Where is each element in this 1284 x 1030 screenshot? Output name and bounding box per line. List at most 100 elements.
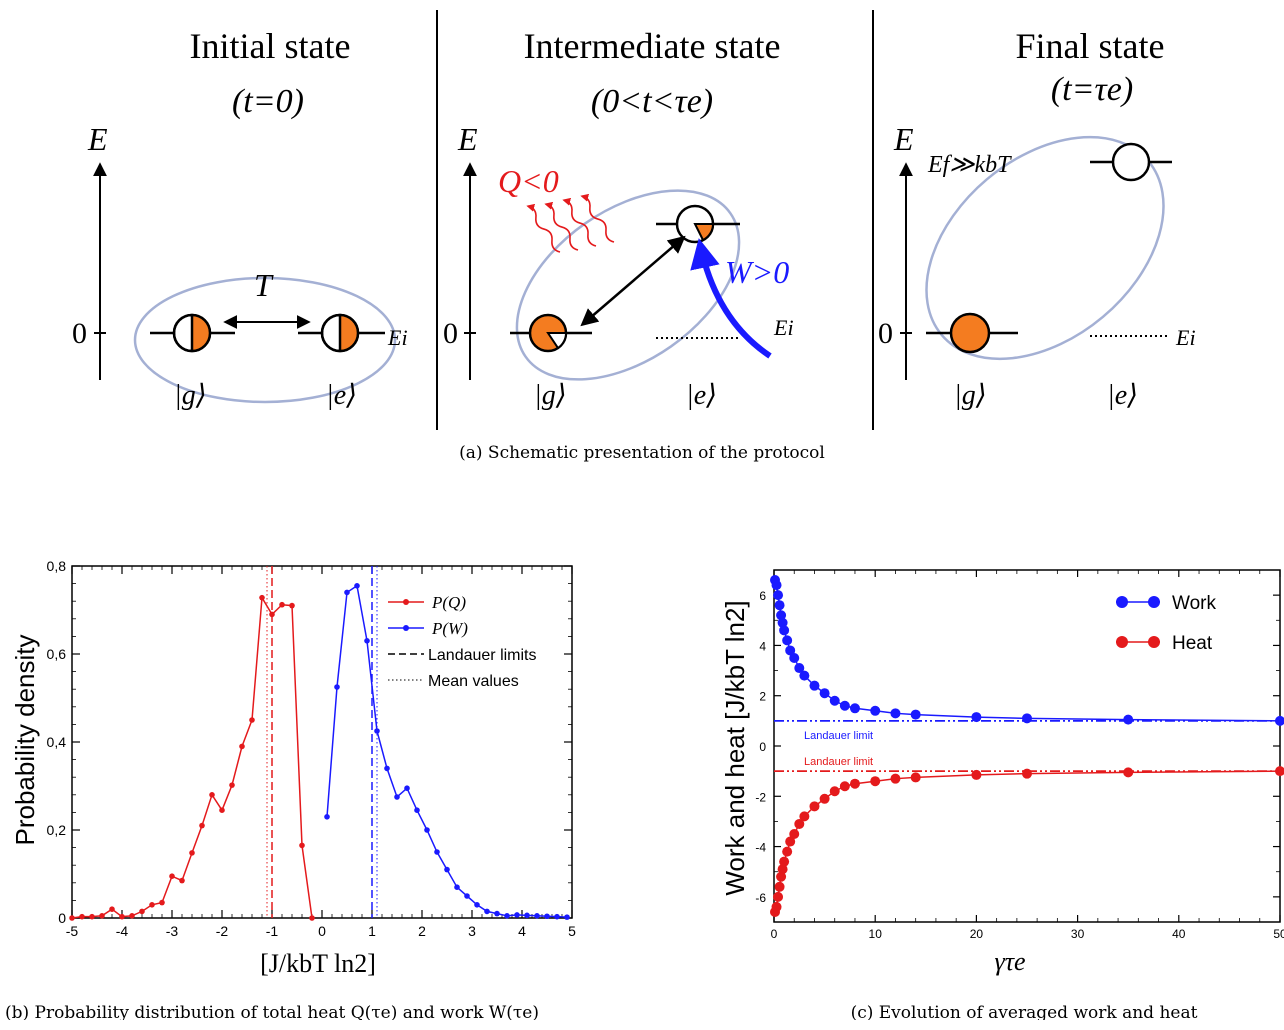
legend-marker: [403, 625, 409, 631]
legend-label: Heat: [1172, 633, 1213, 654]
legend-label: P(W): [431, 619, 468, 638]
data-point: [782, 635, 792, 645]
data-point: [169, 873, 175, 879]
caption-b: (b) Probability distribution of total he…: [5, 1003, 539, 1020]
temperature-label: T: [254, 267, 274, 303]
y-tick-label: 6: [759, 589, 766, 603]
data-point: [324, 814, 330, 820]
data-point: [870, 706, 880, 716]
x-tick-label: 2: [418, 923, 426, 939]
filled-particle: [951, 314, 989, 352]
x-tick-label: -5: [66, 923, 79, 939]
data-point: [484, 909, 490, 915]
plot-frame: [774, 570, 1280, 922]
data-point: [434, 849, 440, 855]
y-tick-label: 0,8: [47, 558, 67, 574]
data-point: [404, 785, 410, 791]
data-point: [799, 671, 809, 681]
data-point: [890, 708, 900, 718]
data-point: [564, 914, 570, 920]
data-point: [840, 781, 850, 791]
data-point: [890, 774, 900, 784]
energy-axis-label: E: [87, 121, 108, 157]
ei-label: Ei: [1175, 325, 1196, 350]
data-point: [911, 710, 921, 720]
data-point: [1123, 715, 1133, 725]
energy-axis-label: E: [893, 121, 914, 157]
legend-marker: [1148, 596, 1160, 608]
data-point: [99, 913, 105, 919]
ket-g: |g⟩: [954, 380, 987, 411]
intermediate-title: Intermediate state: [524, 26, 781, 66]
legend-marker: [1116, 596, 1128, 608]
data-point: [820, 794, 830, 804]
data-point: [334, 684, 340, 690]
data-point: [544, 913, 550, 919]
data-point: [830, 786, 840, 796]
series-line: [72, 598, 312, 918]
data-point: [79, 914, 85, 920]
empty-particle: [1113, 144, 1149, 180]
legend-label: Work: [1172, 593, 1216, 614]
legend-marker: [1148, 636, 1160, 648]
data-point: [773, 590, 783, 600]
data-point: [911, 772, 921, 782]
data-point: [279, 602, 285, 608]
y-tick-label: 0,2: [47, 822, 67, 838]
data-point: [384, 766, 390, 772]
data-point: [289, 603, 295, 609]
data-point: [89, 914, 95, 920]
mostly-filled-particle: [530, 315, 566, 351]
legend-marker: [1116, 636, 1128, 648]
plot-frame: [72, 566, 572, 918]
data-point: [414, 807, 420, 813]
data-point: [209, 792, 215, 798]
y-tick-label: 0,6: [47, 646, 67, 662]
y-tick-label: 0: [58, 910, 66, 926]
landauer-limit-label: Landauer limit: [804, 756, 873, 768]
data-point: [1275, 766, 1284, 776]
data-point: [139, 909, 145, 915]
x-tick-label: 4: [518, 923, 526, 939]
zero-label: 0: [878, 317, 893, 350]
data-point: [299, 843, 305, 849]
y-tick-label: 2: [759, 690, 766, 704]
data-point: [189, 850, 195, 856]
data-point: [971, 770, 981, 780]
data-point: [1275, 716, 1284, 726]
data-point: [249, 717, 255, 723]
data-point: [344, 590, 350, 596]
data-point: [840, 701, 850, 711]
y-tick-label: 0,4: [47, 734, 67, 750]
data-point: [199, 823, 205, 829]
data-point: [971, 712, 981, 722]
data-point: [239, 744, 245, 750]
data-point: [524, 913, 530, 919]
data-point: [219, 807, 225, 813]
data-point: [782, 847, 792, 857]
x-tick-label: 1: [368, 923, 376, 939]
x-tick-label: 0: [318, 923, 326, 939]
x-axis-label: γτe: [994, 947, 1025, 976]
legend-label: Landauer limits: [428, 647, 537, 664]
x-tick-label: -2: [216, 923, 229, 939]
initial-title: Initial state: [190, 26, 351, 66]
data-point: [309, 915, 315, 921]
data-point: [474, 902, 480, 908]
data-point: [179, 878, 185, 884]
final-time: (t=τe): [1051, 71, 1133, 108]
caption-a: (a) Schematic presentation of the protoc…: [459, 443, 825, 463]
ef-label: Ef≫kbT: [927, 152, 1012, 178]
final-title: Final state: [1016, 26, 1165, 66]
data-point: [870, 776, 880, 786]
data-point: [850, 703, 860, 713]
data-point: [775, 882, 785, 892]
x-tick-label: -1: [266, 923, 279, 939]
data-point: [129, 913, 135, 919]
half-particle-ground: [174, 315, 210, 351]
y-tick-label: -2: [755, 790, 766, 804]
x-tick-label: 3: [468, 923, 476, 939]
data-point: [799, 811, 809, 821]
data-point: [374, 728, 380, 734]
y-axis-label: Work and heat [J/kbT ln2]: [720, 600, 750, 895]
